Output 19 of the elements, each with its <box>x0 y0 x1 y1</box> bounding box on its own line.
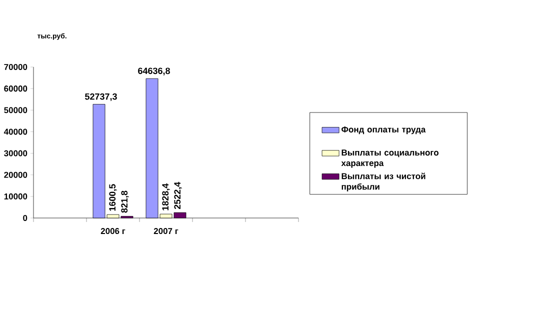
y-tick-label: 0 <box>23 214 28 222</box>
y-tick-label: 50000 <box>4 107 28 114</box>
data-label: 1600,5 <box>109 184 117 211</box>
y-tick-label: 20000 <box>4 172 28 178</box>
data-label: 821,8 <box>121 190 129 213</box>
legend-label: Выплаты социального характера <box>341 150 438 168</box>
legend-label: Выплаты из чистой прибыли <box>342 172 426 192</box>
y-tick-label: 10000 <box>4 193 28 200</box>
legend-label: Фонд оплаты труда <box>342 126 426 134</box>
data-label: 1828,4 <box>162 183 170 210</box>
data-label: 64636,8 <box>138 68 170 76</box>
y-tick-label: 30000 <box>4 150 28 156</box>
x-tick-label: 2007 г <box>154 228 178 234</box>
y-tick-label: 40000 <box>4 128 28 135</box>
y-tick-label: 60000 <box>4 86 28 92</box>
x-tick-label: 2006 г <box>100 228 126 234</box>
y-tick-label: 70000 <box>4 64 28 70</box>
data-label: 2522,4 <box>174 182 182 210</box>
data-label: 52737,3 <box>85 93 117 102</box>
